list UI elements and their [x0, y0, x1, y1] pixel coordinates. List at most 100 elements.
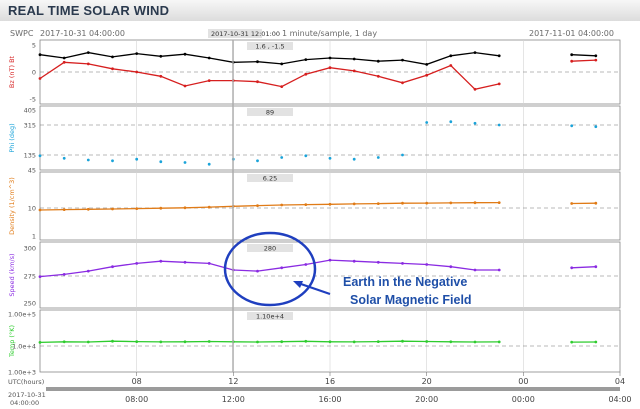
cursor-value-box	[247, 108, 293, 116]
start-time-label: 2017-10-31 04:00:00	[40, 29, 125, 38]
y-tick-label: 45	[28, 167, 36, 175]
data-point	[594, 125, 598, 129]
cursor-value-label: 280	[264, 245, 276, 253]
series-line	[571, 54, 596, 57]
series-line	[39, 201, 500, 211]
time-scrollbar[interactable]	[46, 387, 620, 391]
data-point	[376, 156, 380, 159]
series-density	[38, 201, 598, 212]
cursor-value-label: 1.10e+4	[256, 313, 284, 321]
data-point	[280, 156, 284, 159]
y-tick-label: 1.00e+5	[8, 311, 36, 319]
y-tick-label: 135	[24, 152, 36, 160]
data-point	[86, 158, 90, 162]
highlight-ellipse	[223, 231, 317, 307]
data-point	[570, 340, 574, 344]
y-tick-label: 315	[24, 122, 36, 130]
y-axis-label: Temp (°K)	[8, 325, 16, 358]
series-speed	[38, 258, 598, 278]
x-tick-hour-label: 00	[518, 377, 528, 386]
x-tick-hour-label: 04	[615, 377, 625, 386]
x-tick-clock-label: 16:00	[318, 395, 341, 404]
data-point	[570, 202, 574, 205]
series-line	[39, 340, 500, 344]
cursor-value-box	[247, 312, 293, 320]
data-point	[570, 266, 574, 270]
data-point	[449, 120, 453, 124]
x-tick-hour-label: 08	[132, 377, 142, 386]
series-bt	[38, 51, 598, 66]
data-point	[38, 154, 42, 158]
panel-magnetic: 5 0 -5 Bz (nT) Bt 1.6 , -1.5	[8, 39, 621, 105]
data-point	[570, 124, 574, 128]
start-clock-label: 04:00:00	[10, 399, 39, 407]
y-axis-label: Speed (km/s)	[8, 253, 16, 296]
x-tick-hour-label: 20	[422, 377, 432, 386]
end-time-label: 2017-11-01 04:00:00	[529, 29, 614, 38]
cursor-value-box	[247, 244, 293, 252]
y-tick-label: 1	[32, 233, 36, 241]
data-point	[328, 156, 332, 160]
data-point	[159, 160, 163, 164]
data-point	[352, 157, 356, 161]
x-tick-clock-label: 20:00	[415, 395, 438, 404]
data-point	[401, 153, 404, 157]
data-point	[570, 59, 574, 63]
cursor-value-label: 89	[266, 109, 274, 117]
annotation-line-2: Solar Magnetic Field	[350, 293, 472, 307]
cursor-value-label: 6.25	[263, 175, 277, 183]
cursor-time-box	[208, 29, 262, 38]
y-tick-label: 10	[28, 205, 36, 213]
cursor-value-box	[247, 174, 293, 182]
cursor-value-box	[247, 42, 293, 50]
data-point	[183, 161, 187, 164]
start-date-label: 2017-10-31	[8, 391, 46, 399]
x-ticks-group: 08 12 16 20 00 04 08:00 12:00 16:00 20:00 00:00 04:…	[125, 372, 632, 404]
resolution-label: 1 minute/sample, 1 day	[282, 29, 377, 38]
panel-phi: 405 315 135 45 Phi (deg) 89	[8, 105, 621, 175]
y-tick-label: 250	[24, 300, 36, 308]
annotation-line-1: Earth in the Negative	[343, 275, 467, 289]
y-tick-label: 1.0e+4	[12, 343, 36, 351]
utc-label: UTC(hours)	[8, 378, 44, 386]
data-point	[425, 121, 429, 124]
source-label: SWPC	[10, 29, 34, 38]
y-axis-label: Phi (deg)	[8, 123, 16, 152]
data-point	[135, 157, 139, 161]
data-point	[304, 154, 308, 158]
y-tick-label: 5	[32, 42, 36, 50]
panels-group: 5 0 -5 Bz (nT) Bt 1.6 , -1.5 405 315 135 45 Phi (…	[8, 39, 621, 377]
y-axis-label: Density (1/cm^3)	[8, 177, 16, 235]
data-point	[256, 159, 259, 163]
series-line	[39, 259, 500, 278]
data-point	[497, 123, 501, 127]
y-tick-label: 405	[24, 107, 36, 115]
data-point	[62, 156, 66, 160]
y-axis-label: Bz (nT) Bt	[8, 55, 16, 88]
data-point	[570, 53, 574, 57]
series-line	[39, 51, 500, 66]
x-tick-clock-label: 08:00	[125, 395, 148, 404]
x-tick-clock-label: 00:00	[512, 395, 535, 404]
y-tick-label: 300	[24, 245, 36, 253]
data-point	[207, 162, 211, 166]
page-title: REAL TIME SOLAR WIND	[8, 3, 170, 18]
x-tick-hour-label: 16	[325, 377, 335, 386]
panel-density: 10 1 Density (1/cm^3) 6.25	[8, 171, 621, 241]
panel-temperature: 1.00e+5 1.0e+4 1.00e+3 Temp (°K) 1.10e+4	[8, 309, 621, 377]
series-line	[571, 266, 596, 269]
y-tick-label: 0	[32, 69, 36, 77]
x-tick-hour-label: 12	[228, 377, 238, 386]
cursor-value-label: 1.6 , -1.5	[255, 43, 284, 51]
x-tick-clock-label: 12:00	[222, 395, 245, 404]
cursor-time-label: 2017-10-31 12:01:00	[211, 30, 280, 38]
data-point	[473, 121, 477, 125]
series-bz	[38, 58, 598, 91]
series-line	[39, 61, 500, 91]
series-line	[571, 59, 596, 62]
series-temp	[38, 339, 598, 344]
annotation-arrow-line	[297, 281, 331, 296]
annotation-arrow-head	[293, 281, 303, 288]
y-tick-label: 1.00e+3	[8, 369, 36, 377]
